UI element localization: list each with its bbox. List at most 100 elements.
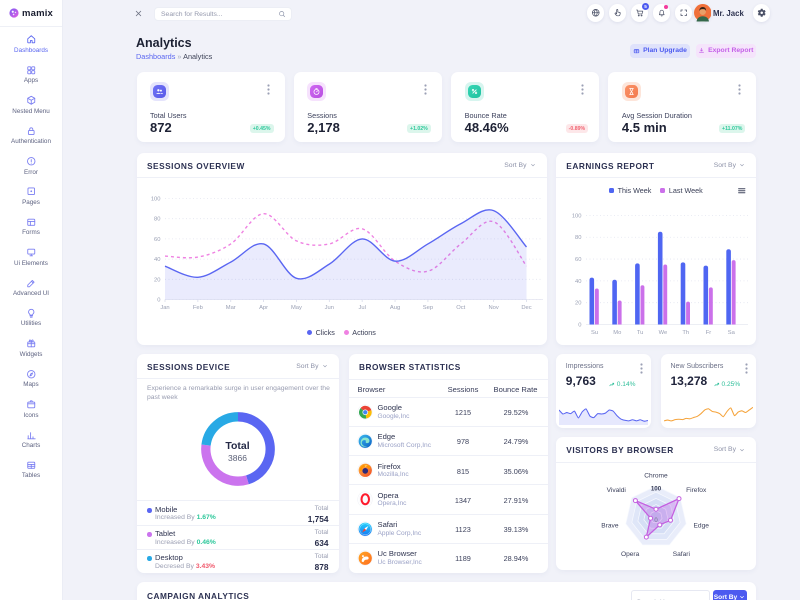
radar-axis-label: Vivaldi bbox=[606, 487, 626, 494]
sidebar-item-tables[interactable]: Tables bbox=[0, 454, 62, 484]
impressions-card: Impressions 9,763 0.14% bbox=[555, 353, 652, 428]
brand-logo[interactable]: mamix bbox=[0, 0, 62, 27]
device-change: Decresed By 3.43% bbox=[155, 562, 216, 570]
settings-button[interactable] bbox=[752, 4, 771, 22]
stat-value: 872 bbox=[150, 120, 172, 135]
impressions-value: 9,763 bbox=[565, 373, 596, 388]
kebab-menu-icon[interactable] bbox=[738, 84, 741, 95]
pen-icon bbox=[26, 278, 37, 289]
x-axis-label: Jul bbox=[358, 305, 365, 311]
y-axis-label: 100 bbox=[572, 213, 582, 219]
earnings-report-panel: EARNINGS REPORT Sort By This Week Last We… bbox=[555, 152, 756, 345]
sidebar-item-label: Ui Elements bbox=[14, 259, 48, 267]
sessions-device-sort[interactable]: Sort By bbox=[296, 363, 327, 370]
sidebar-item-pages[interactable]: Pages bbox=[0, 181, 62, 211]
plan-upgrade-icon bbox=[633, 47, 640, 54]
breadcrumb: Dashboards » Analytics bbox=[136, 52, 212, 61]
legend-item[interactable]: This Week bbox=[609, 186, 651, 195]
kebab-menu-icon[interactable] bbox=[745, 362, 748, 374]
cart-badge: 5 bbox=[642, 2, 649, 10]
table-icon bbox=[26, 460, 37, 471]
sidebar-item-label: Pages bbox=[22, 198, 40, 206]
close-icon[interactable] bbox=[134, 9, 143, 18]
gesture-button[interactable] bbox=[608, 4, 627, 22]
sessions-overview-header: SESSIONS OVERVIEW Sort By bbox=[136, 153, 547, 178]
export-report-button[interactable]: Export Report bbox=[695, 44, 756, 58]
sidebar-item-label: Tables bbox=[21, 472, 41, 480]
box-icon bbox=[26, 399, 37, 410]
browser-name: Firefox bbox=[377, 461, 401, 471]
sidebar-item-maps[interactable]: Maps bbox=[0, 363, 62, 393]
sidebar-item-utilities[interactable]: Utilities bbox=[0, 303, 62, 333]
device-dot bbox=[147, 507, 152, 513]
sidebar-item-nested-menu[interactable]: Nested Menu bbox=[0, 90, 62, 120]
sidebar-item-apps[interactable]: Apps bbox=[0, 59, 62, 89]
x-axis-label: Jan bbox=[160, 305, 169, 311]
legend-item[interactable]: Actions bbox=[343, 328, 376, 337]
device-row-desktop: Desktop Decresed By 3.43% Total 878 bbox=[136, 548, 339, 573]
visitors-by-browser-header: VISITORS BY BROWSER Sort By bbox=[555, 437, 756, 463]
legend-item[interactable]: Last Week bbox=[660, 186, 703, 195]
sidebar-item-label: Charts bbox=[21, 442, 41, 450]
stat-card-total-users: Total Users 872 +0.45% bbox=[136, 72, 285, 142]
avatar[interactable] bbox=[693, 4, 712, 22]
sort-by-label: Sort By bbox=[504, 161, 527, 169]
opera-icon bbox=[358, 492, 373, 507]
kebab-menu-icon[interactable] bbox=[581, 84, 584, 95]
browser-company: Google,Inc bbox=[377, 412, 410, 420]
firefox-icon bbox=[358, 463, 373, 478]
browser-company: Mozilla,Inc bbox=[377, 471, 409, 479]
plan-upgrade-label: Plan Upgrade bbox=[643, 47, 687, 55]
stat-icon-bg bbox=[621, 81, 641, 101]
sessions-device-description: Experience a remarkable surge in user en… bbox=[147, 385, 330, 402]
x-axis-label: Apr bbox=[259, 305, 268, 311]
fullscreen-button[interactable] bbox=[674, 4, 693, 22]
hamburger-menu-icon[interactable] bbox=[737, 186, 747, 196]
kebab-menu-icon[interactable] bbox=[640, 362, 643, 374]
language-button[interactable] bbox=[586, 4, 605, 22]
kebab-menu-icon[interactable] bbox=[266, 84, 270, 95]
monitor-icon bbox=[26, 247, 37, 258]
sidebar-item-ui-elements[interactable]: Ui Elements bbox=[0, 242, 62, 272]
visitors-by-browser-sort[interactable]: Sort By bbox=[714, 446, 745, 453]
browser-bounce-rate: 35.06% bbox=[503, 466, 529, 476]
column-bounce-rate: Bounce Rate bbox=[493, 384, 538, 394]
x-axis-label: Nov bbox=[488, 305, 498, 311]
campaign-search-input[interactable] bbox=[631, 596, 709, 600]
series-line-clicks bbox=[164, 208, 527, 280]
browser-sessions: 1189 bbox=[455, 554, 471, 564]
edge-icon bbox=[358, 434, 373, 449]
campaign-sort-button[interactable]: Sort By bbox=[712, 590, 747, 600]
sidebar-item-authentication[interactable]: Authentication bbox=[0, 120, 62, 150]
plan-upgrade-button[interactable]: Plan Upgrade bbox=[630, 44, 690, 58]
sidebar-item-advanced-ui[interactable]: Advanced UI bbox=[0, 272, 62, 302]
sidebar-item-widgets[interactable]: Widgets bbox=[0, 333, 62, 363]
sparkline-path bbox=[558, 407, 648, 422]
sidebar-item-dashboards[interactable]: Dashboards bbox=[0, 29, 62, 59]
brand-logo-icon bbox=[9, 8, 19, 18]
kebab-menu-icon[interactable] bbox=[424, 84, 427, 95]
sidebar-item-error[interactable]: Error bbox=[0, 151, 62, 181]
sessions-overview-sort[interactable]: Sort By bbox=[504, 162, 535, 169]
sidebar-item-icons[interactable]: Icons bbox=[0, 394, 62, 424]
cart-icon bbox=[635, 8, 645, 18]
sidebar-item-forms[interactable]: Forms bbox=[0, 211, 62, 241]
earnings-report-header: EARNINGS REPORT Sort By bbox=[555, 153, 756, 178]
language-icon bbox=[591, 8, 601, 18]
legend-item[interactable]: Clicks bbox=[307, 328, 335, 337]
x-axis-label: Fr bbox=[706, 330, 712, 336]
sidebar-item-charts[interactable]: Charts bbox=[0, 424, 62, 454]
radar-axis-label: Safari bbox=[672, 551, 690, 558]
search-icon[interactable] bbox=[278, 10, 286, 18]
x-axis-label: Su bbox=[591, 330, 598, 336]
y-axis-label: 0 bbox=[578, 322, 581, 328]
earnings-report-sort[interactable]: Sort By bbox=[714, 162, 745, 169]
browser-bounce-rate: 29.52% bbox=[503, 408, 529, 417]
search-input[interactable] bbox=[155, 10, 278, 18]
breadcrumb-home[interactable]: Dashboards bbox=[136, 52, 176, 61]
stat-label: Avg Session Duration bbox=[621, 110, 692, 120]
stat-delta-badge: -0.89% bbox=[565, 124, 589, 133]
y-axis-label: 60 bbox=[154, 236, 160, 242]
safari-icon bbox=[358, 522, 373, 537]
new-subscribers-delta-value: 0.25% bbox=[721, 381, 741, 388]
